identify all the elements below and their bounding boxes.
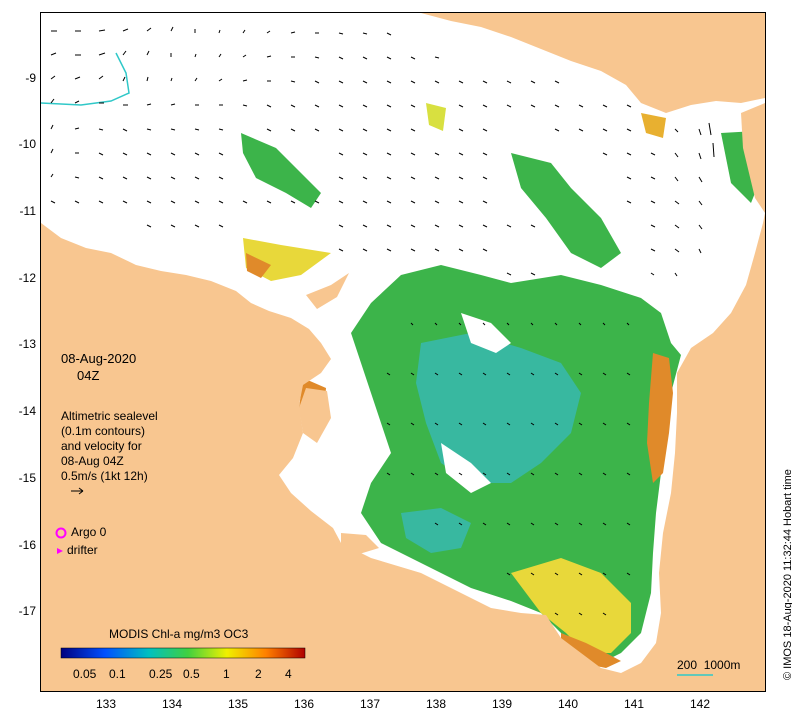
arrow-row	[506, 572, 631, 576]
credit-text: © IMOS 18-Aug-2020 11:32:44 Hobart time	[768, 12, 792, 690]
chl-orange-nw	[246, 253, 271, 278]
arrow-row	[50, 98, 632, 108]
x-tick: 140	[557, 697, 579, 711]
arrow-row	[50, 122, 712, 136]
legend-line: Altimetric sealevel	[61, 409, 158, 423]
colorbar-tick: 0.05	[73, 667, 97, 681]
map-canvas	[41, 13, 765, 691]
chl-teal-center	[416, 333, 581, 483]
depth-contour-line	[41, 52, 130, 106]
arrow-row	[51, 26, 392, 36]
x-tick: 139	[491, 697, 513, 711]
y-tick: -17	[18, 604, 36, 618]
map-date: 08-Aug-2020	[61, 351, 137, 366]
map-hour: 04Z	[77, 368, 100, 383]
arrow-row	[434, 522, 631, 526]
credit-label: © IMOS 18-Aug-2020 11:32:44 Hobart time	[782, 469, 792, 680]
colorbar-tick: 0.25	[149, 667, 173, 681]
colorbar-tick: 4	[285, 667, 292, 681]
argo-label: Argo 0	[71, 525, 107, 539]
y-tick: -13	[18, 337, 36, 351]
drifter-symbol-icon	[57, 548, 63, 554]
scale-label: 200 1000m	[677, 658, 741, 672]
arrow-row	[386, 372, 631, 376]
legend-line: (0.1m contours)	[61, 424, 146, 438]
x-tick: 142	[689, 697, 711, 711]
colorbar-tick: 0.1	[109, 667, 126, 681]
chl-white-gap	[461, 313, 511, 353]
land-west-lower	[41, 213, 765, 691]
arrow-row	[386, 422, 631, 426]
arrow-row	[50, 173, 703, 183]
arrow-row	[506, 272, 678, 277]
velocity-arrows	[50, 26, 715, 616]
land-arnhem	[41, 223, 341, 543]
y-tick: -16	[18, 538, 36, 552]
colorbar-title: MODIS Chl-a mg/m3 OC3	[109, 627, 249, 641]
chl-white-gap	[441, 443, 491, 493]
legend-line: 0.5m/s (1kt 12h)	[61, 469, 148, 483]
y-tick: -12	[18, 271, 36, 285]
velocity-legend: Altimetric sealevel (0.1m contours) and …	[61, 409, 158, 484]
colorbar	[60, 647, 306, 659]
y-tick: -10	[18, 137, 36, 151]
x-tick: 138	[425, 697, 447, 711]
arrow-row	[50, 75, 560, 84]
colorbar-tick: 2	[255, 667, 262, 681]
land-papua	[421, 13, 765, 113]
drifter-label: drifter	[67, 543, 98, 557]
arrow-row	[386, 472, 631, 476]
chl-yellow-ne	[426, 103, 446, 131]
legend-line: and velocity for	[61, 439, 142, 453]
colorbar-tick: 1	[223, 667, 230, 681]
x-tick: 134	[161, 697, 183, 711]
y-tick: -11	[19, 204, 36, 218]
arrow-row	[338, 248, 702, 254]
y-tick: -15	[18, 471, 36, 485]
argo-symbol-icon	[55, 527, 67, 539]
colorbar-tick: 0.5	[183, 667, 200, 681]
chl-teal-south	[401, 508, 471, 553]
x-tick: 135	[227, 697, 249, 711]
y-tick: -9	[25, 71, 36, 85]
legend-line: 08-Aug 04Z	[61, 454, 124, 468]
legend-scale-arrow	[71, 487, 84, 495]
land-groote	[299, 388, 331, 443]
x-tick: 133	[95, 697, 117, 711]
arrow-row	[146, 224, 703, 230]
chl-green-north	[241, 133, 321, 208]
arrow-row	[410, 322, 630, 326]
chl-green-north2	[511, 153, 621, 268]
arrow-row	[50, 142, 715, 160]
y-tick: -14	[18, 404, 36, 418]
land-island-north	[306, 273, 349, 309]
chl-yellow-south	[511, 558, 631, 653]
arrow-row	[50, 200, 703, 206]
chl-yellow-ne2	[641, 113, 666, 138]
x-tick: 137	[359, 697, 381, 711]
arrow-row	[50, 50, 440, 60]
arrow-row	[554, 612, 607, 616]
x-tick: 136	[293, 697, 315, 711]
land-cape-york-tip	[741, 103, 765, 213]
map-frame[interactable]: 08-Aug-2020 04Z Altimetric sealevel (0.1…	[40, 12, 766, 692]
land-layer	[41, 13, 765, 691]
x-tick: 141	[623, 697, 645, 711]
land-mornington	[341, 533, 379, 555]
chlorophyll-layer	[241, 103, 763, 668]
chl-orange-east	[647, 353, 673, 483]
